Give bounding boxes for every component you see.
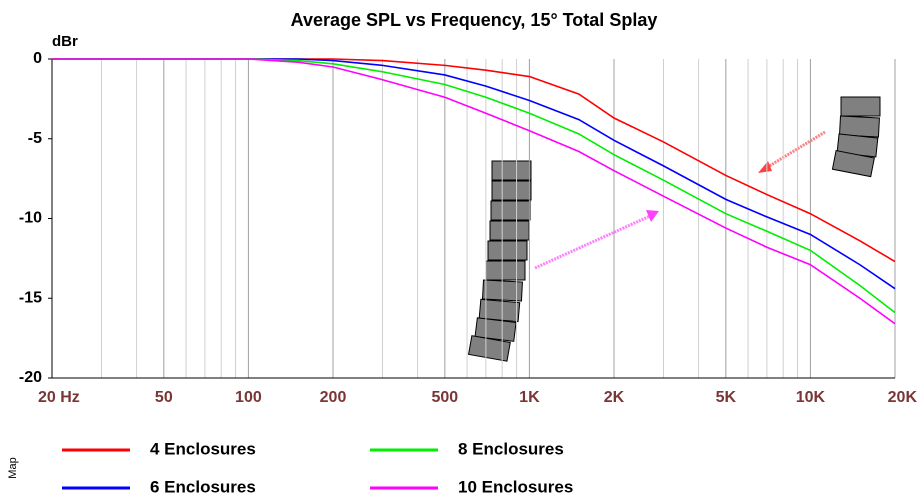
chart-title: Average SPL vs Frequency, 15° Total Spla… [291, 10, 658, 30]
x-tick-label: 2K [604, 389, 625, 406]
x-tick-label: 500 [431, 389, 458, 406]
chart: Average SPL vs Frequency, 15° Total Spla… [0, 0, 920, 497]
y-axis-label: dBr [52, 33, 78, 50]
arrow [535, 132, 825, 268]
series-line [52, 59, 895, 324]
legend-label: 4 Enclosures [150, 439, 256, 458]
y-tick-label: 0 [33, 50, 42, 67]
x-tick-label: 20K [888, 389, 918, 406]
y-tick-label: -15 [19, 289, 42, 306]
x-tick-label: 50 [155, 389, 173, 406]
y-tick-label: -10 [19, 210, 42, 227]
enclosure-stack-small [832, 97, 880, 177]
x-tick-label: 1K [519, 389, 540, 406]
x-tick-label: 10K [796, 389, 826, 406]
side-text: Map [7, 457, 19, 478]
legend-label: 6 Enclosures [150, 477, 256, 496]
x-tick-label: 5K [716, 389, 737, 406]
x-tick-label: 100 [235, 389, 262, 406]
legend-label: 10 Enclosures [458, 477, 573, 496]
x-tick-label: 20 Hz [38, 389, 80, 406]
legend-label: 8 Enclosures [458, 439, 564, 458]
x-tick-label: 200 [320, 389, 347, 406]
enclosure-stack-large [469, 161, 531, 361]
y-tick-label: -5 [28, 130, 42, 147]
series-line [52, 59, 895, 313]
y-tick-label: -20 [19, 369, 42, 386]
